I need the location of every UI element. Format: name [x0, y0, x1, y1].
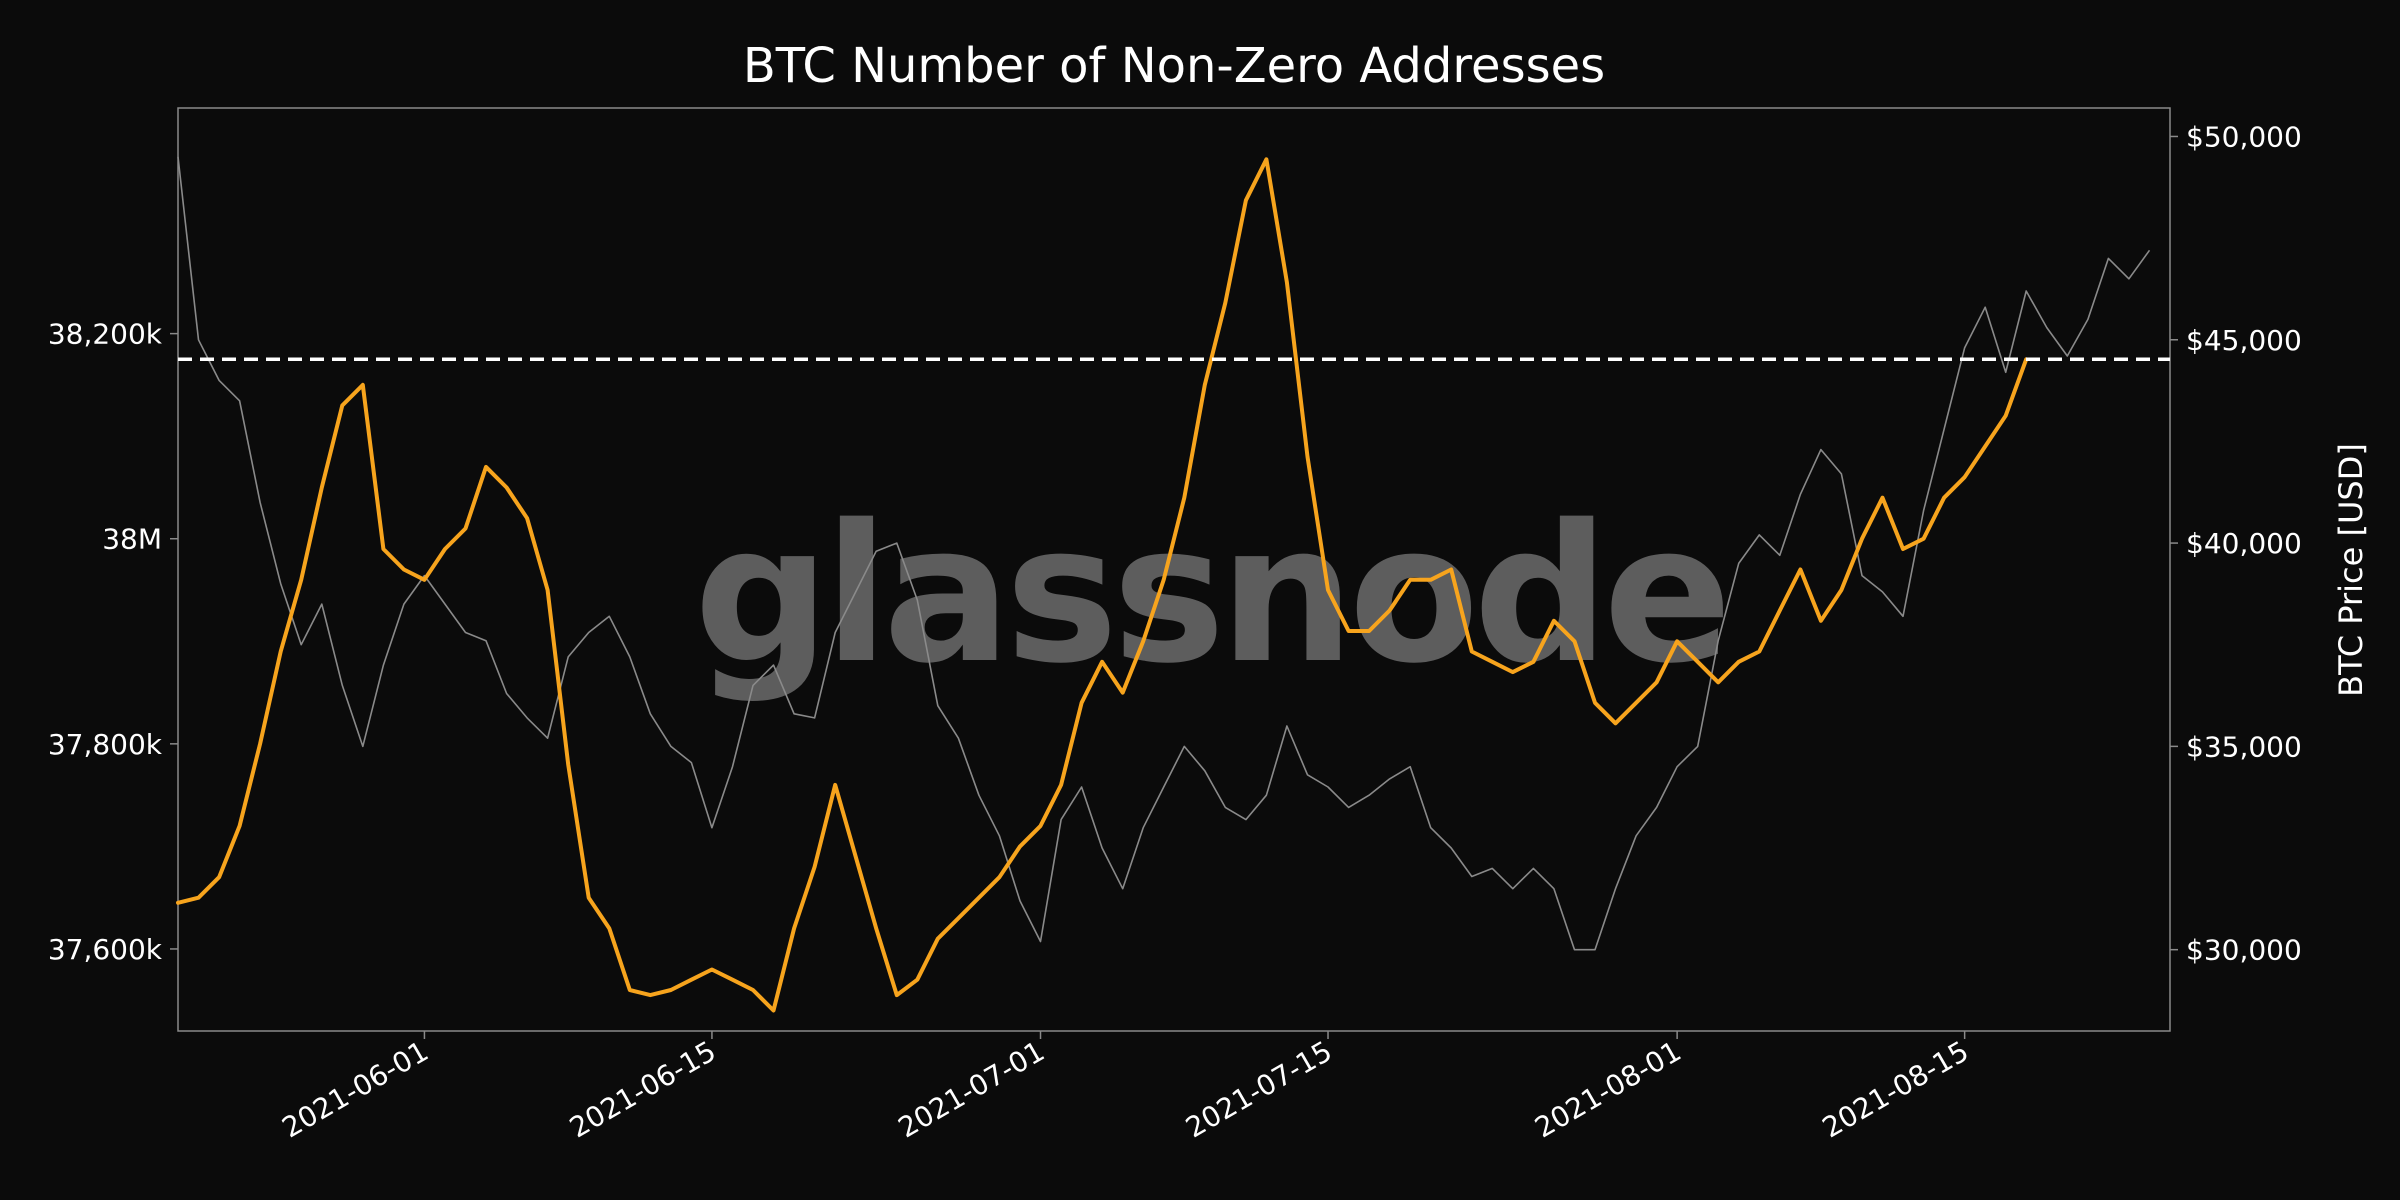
left-tick-label: 38,200k — [48, 318, 163, 351]
left-tick-label: 37,800k — [48, 728, 163, 761]
right-tick-label: $30,000 — [2186, 934, 2302, 967]
plot-frame — [177, 107, 2171, 1032]
chart-title: BTC Number of Non-Zero Addresses — [743, 38, 1605, 94]
left-tick-label: 38M — [102, 523, 162, 556]
addresses-series-layer — [176, 157, 2029, 1013]
right-axis: $30,000 $35,000 $40,000 $45,000 $50,000 — [2170, 120, 2302, 967]
watermark-logo: glassnode — [694, 484, 1726, 705]
right-axis-label: BTC Price [USD] — [2332, 443, 2370, 697]
right-tick-label: $50,000 — [2186, 120, 2302, 153]
right-tick-label: $40,000 — [2186, 527, 2302, 560]
left-tick-label: 37,600k — [48, 933, 163, 966]
right-tick-label: $35,000 — [2186, 730, 2302, 763]
price-series-layer — [177, 156, 2151, 951]
left-axis: 37,600k 37,800k 38M 38,200k — [48, 318, 178, 966]
price-series-line — [177, 156, 2151, 951]
addresses-series-line — [176, 157, 2029, 1013]
right-tick-label: $45,000 — [2186, 324, 2302, 357]
